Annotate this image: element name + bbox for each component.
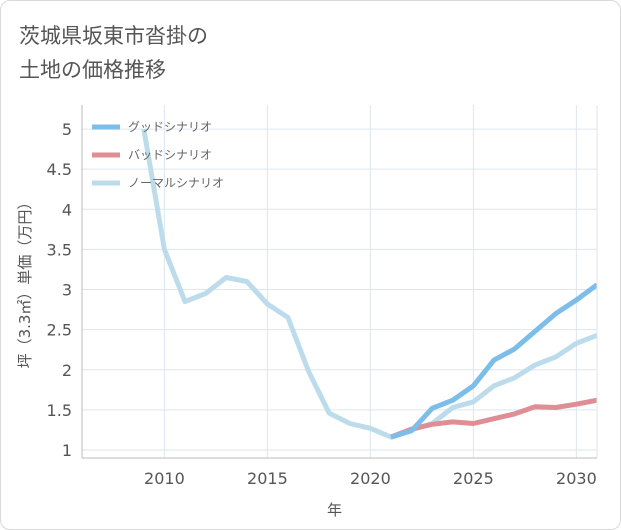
chart-title: 茨城県坂東市沓掛の 土地の価格推移 [19,19,208,87]
grid-lines [82,105,597,458]
x-tick-label: 2020 [350,469,391,488]
y-tick-label: 1 [62,441,72,460]
series-line-normal [141,128,597,440]
chart-title-line-1: 茨城県坂東市沓掛の [19,24,208,48]
y-tick-label: 5 [62,120,72,139]
plot-area [82,105,597,458]
y-tick-label: 3.5 [47,240,72,259]
legend-label-good: グッドシナリオ [128,120,212,134]
series-line-bad [390,397,597,440]
y-axis-title: 坪（3.3㎡）単価（万円） [16,195,34,369]
chart-title-line-2: 土地の価格推移 [19,58,166,82]
x-axis-title: 年 [327,501,342,519]
legend-label-normal: ノーマルシナリオ [128,176,224,190]
axes [81,105,598,459]
y-tick-label: 4 [62,200,72,219]
x-tick-label: 2015 [247,469,288,488]
y-tick-label: 2.5 [47,321,72,340]
x-tick-label: 2025 [453,469,494,488]
legend-label-bad: バッドシナリオ [128,148,212,162]
y-tick-label: 4.5 [47,160,72,179]
y-tick-label: 3 [62,281,72,300]
y-tick-label: 2 [62,361,72,380]
x-tick-label: 2010 [144,469,185,488]
x-tick-label: 2030 [556,469,597,488]
series-line-good [390,282,597,440]
y-tick-label: 1.5 [47,401,72,420]
series-lines [141,128,597,440]
tick-labels: 1 1.5 2 2.5 3 3.5 4 4.5 5 2010 2015 2020 2025 2030 [47,120,597,488]
